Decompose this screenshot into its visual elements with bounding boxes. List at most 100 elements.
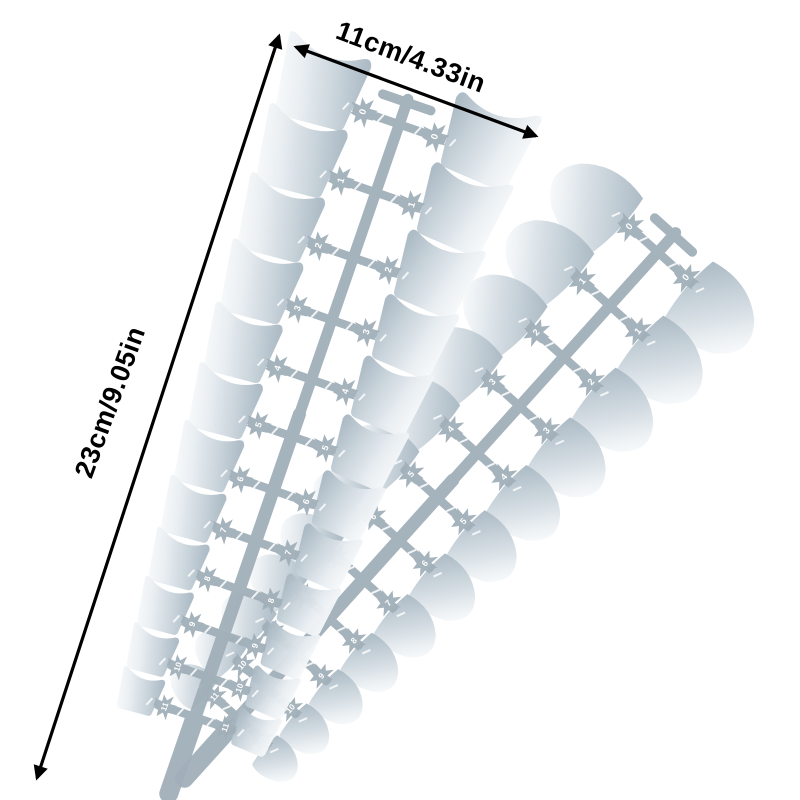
mold-notch [573,366,583,373]
mold-notch [371,588,381,595]
tab-size-number: 6 [368,511,379,521]
mold-notch [304,661,314,668]
mold-notch [646,340,656,346]
nail-tip [416,162,514,256]
mold-notch [590,290,601,296]
nail-tip [308,669,363,725]
tab-size-number: 5 [458,516,469,526]
mold-notch [298,717,308,723]
mold-notch [501,391,511,397]
size-tab [523,318,551,347]
mold-notch [285,491,294,500]
nail-tip [485,464,561,541]
mold-notch [390,194,398,203]
tab-size-number: 5 [406,469,417,479]
height-dimension-arrow [33,33,283,781]
tab-size-number: 1 [405,200,417,209]
mold-notch [611,211,621,218]
mold-notch [336,626,346,632]
size-tab [451,507,477,536]
mold-notch [407,548,417,555]
mold-notch [329,684,339,690]
nail-tip [570,367,654,452]
nail-tip [616,315,703,404]
tab-size-number: 7 [383,598,394,608]
tab-size-number: 3 [361,328,372,336]
mold-notch [563,265,573,272]
mold-notch [419,482,429,489]
mold-notch [638,236,648,242]
size-tab [624,316,652,346]
size-tab [479,368,507,397]
mold-notch [424,206,433,215]
mold-notch [471,530,481,536]
mold-notch [297,235,306,244]
size-tab [327,165,355,196]
size-tab [333,377,359,407]
tab-size-number: 7 [283,548,294,556]
nail-tip [463,274,548,357]
size-tab [279,696,304,722]
size-tab [672,263,701,293]
tab-size-number: 9 [316,670,327,680]
mold-notch [379,333,387,342]
mold-notch [324,381,333,390]
mold-notch [331,247,340,256]
mold-notch [393,459,403,465]
mold-notch [445,506,455,513]
mold-notch [367,259,375,268]
mold-notch [545,341,555,348]
nail-tip [446,510,517,582]
tab-size-number: 3 [292,304,303,312]
mold-notch [599,391,609,397]
mold-notch [528,415,538,422]
mold-notch [695,287,705,293]
height-arrow-line [33,33,283,781]
tab-size-number: 1 [632,325,644,336]
mold-notch [381,525,391,531]
width-dimension-arrow [293,44,539,139]
tab-size-number: 6 [301,498,312,506]
tab-size-number: 1 [334,176,346,185]
nail-tip-trays: 0011223344556677889910101111001122334455… [116,31,755,800]
tab-size-number: 1 [576,275,588,286]
nail-tip [276,573,342,637]
size-tab [375,255,403,286]
nail-tip [351,355,434,436]
size-tab [305,231,333,262]
nail-tip [330,414,410,491]
tab-size-number: 2 [531,327,542,337]
size-tab [578,367,606,397]
size-tab [353,317,381,348]
nail-tip [527,417,606,498]
size-tab [276,539,302,567]
mold-notch [512,486,522,492]
nail-tip [505,220,595,307]
mold-notch [459,438,469,444]
size-tab [285,294,312,324]
size-tab [616,212,645,242]
mold-notch [283,602,291,610]
nail-tip [372,294,460,379]
tab-size-number: 4 [340,387,351,395]
nail-tip [550,163,644,254]
size-tab [491,463,518,492]
tab-size-number: 3 [487,377,498,387]
size-tab [313,434,339,463]
mold-notch [345,322,354,331]
mold-notch [353,182,362,191]
size-tab [412,549,438,577]
mold-notch [448,138,457,147]
size-tab [376,589,402,617]
tab-size-number: 2 [383,266,394,274]
nail-tip [394,229,486,319]
tab-size-number: 6 [419,558,430,568]
mold-notch [518,317,528,324]
mold-notch [337,449,346,458]
mold-notch [401,271,410,280]
mold-notch [319,170,327,179]
nail-tip [663,261,755,354]
size-tab [294,488,320,517]
